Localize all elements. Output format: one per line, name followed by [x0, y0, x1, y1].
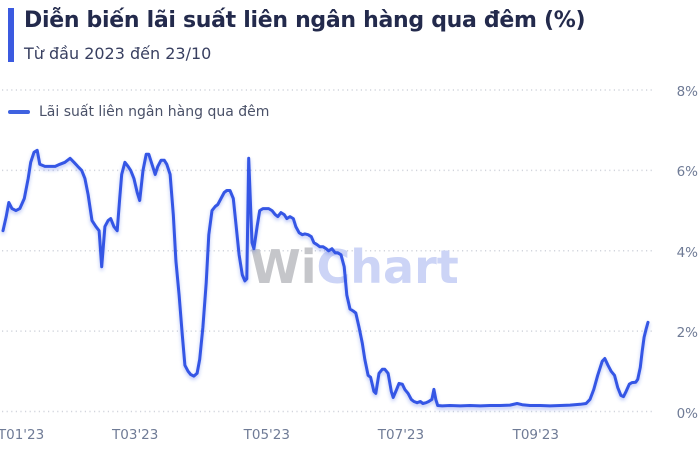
y-tick-0%: 0%	[676, 405, 698, 422]
x-tick-T07'23: T07'23	[377, 427, 425, 443]
legend-label: Lãi suất liên ngân hàng qua đêm	[39, 104, 270, 120]
y-tick-6%: 6%	[676, 164, 698, 181]
title-accent-bar	[8, 8, 14, 62]
chart-subtitle: Từ đầu 2023 đến 23/10	[24, 44, 212, 63]
watermark-wi: Wi	[250, 240, 317, 294]
y-tick-8%: 8%	[676, 84, 698, 100]
legend-line-swatch	[8, 110, 30, 114]
wichart-watermark: WiChart	[250, 240, 459, 294]
x-tick-T05'23: T05'23	[243, 427, 290, 443]
y-tick-2%: 2%	[676, 325, 698, 342]
legend[interactable]: Lãi suất liên ngân hàng qua đêm	[8, 103, 269, 121]
watermark-chart: Chart	[316, 240, 459, 294]
y-tick-4%: 4%	[676, 244, 698, 261]
x-tick-T01'23: T01'23	[0, 427, 45, 443]
x-tick-T03'23: T03'23	[112, 427, 159, 443]
rate-line-series[interactable]	[1, 148, 650, 408]
chart-title: Diễn biến lãi suất liên ngân hàng qua đê…	[24, 8, 586, 33]
x-tick-T09'23: T09'23	[512, 427, 559, 443]
